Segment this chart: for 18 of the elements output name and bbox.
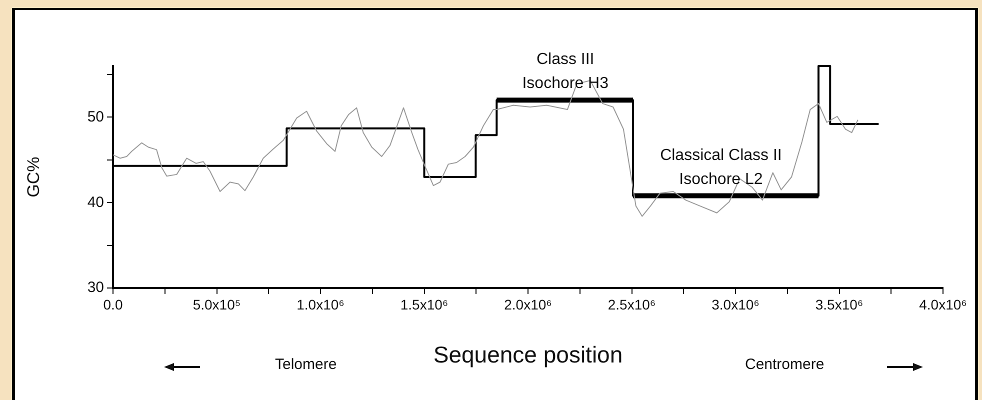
text: Telomere	[275, 356, 337, 373]
y-tick-label: 30	[87, 279, 104, 296]
annotation: Classical Class II Isochore L2	[660, 146, 782, 188]
y-axis-title: GC%	[24, 156, 43, 198]
x-tick-label: 3.5x10⁶	[815, 296, 864, 312]
x-tick-label: 1.0x10⁶	[296, 296, 344, 312]
x-axis-title: Sequence position	[433, 342, 623, 368]
y-tick-label: 40	[87, 194, 104, 211]
y-tick-label: 50	[87, 108, 104, 126]
text: Centromere	[745, 356, 824, 373]
x-tick-label: 2.5x10⁶	[608, 296, 656, 312]
annotation: Class III Isochore H3	[522, 51, 609, 92]
x-tick-label: 3.0x10⁶	[712, 296, 760, 312]
x-tick-label: 5.0x10⁵	[192, 296, 241, 312]
x-tick-label: 0.0	[103, 296, 123, 312]
x-tick-label: 2.0x10⁶	[504, 296, 552, 312]
x-tick-label: 1.5x10⁶	[400, 296, 448, 312]
x-tick-label: 4.0x10⁶	[919, 296, 967, 312]
